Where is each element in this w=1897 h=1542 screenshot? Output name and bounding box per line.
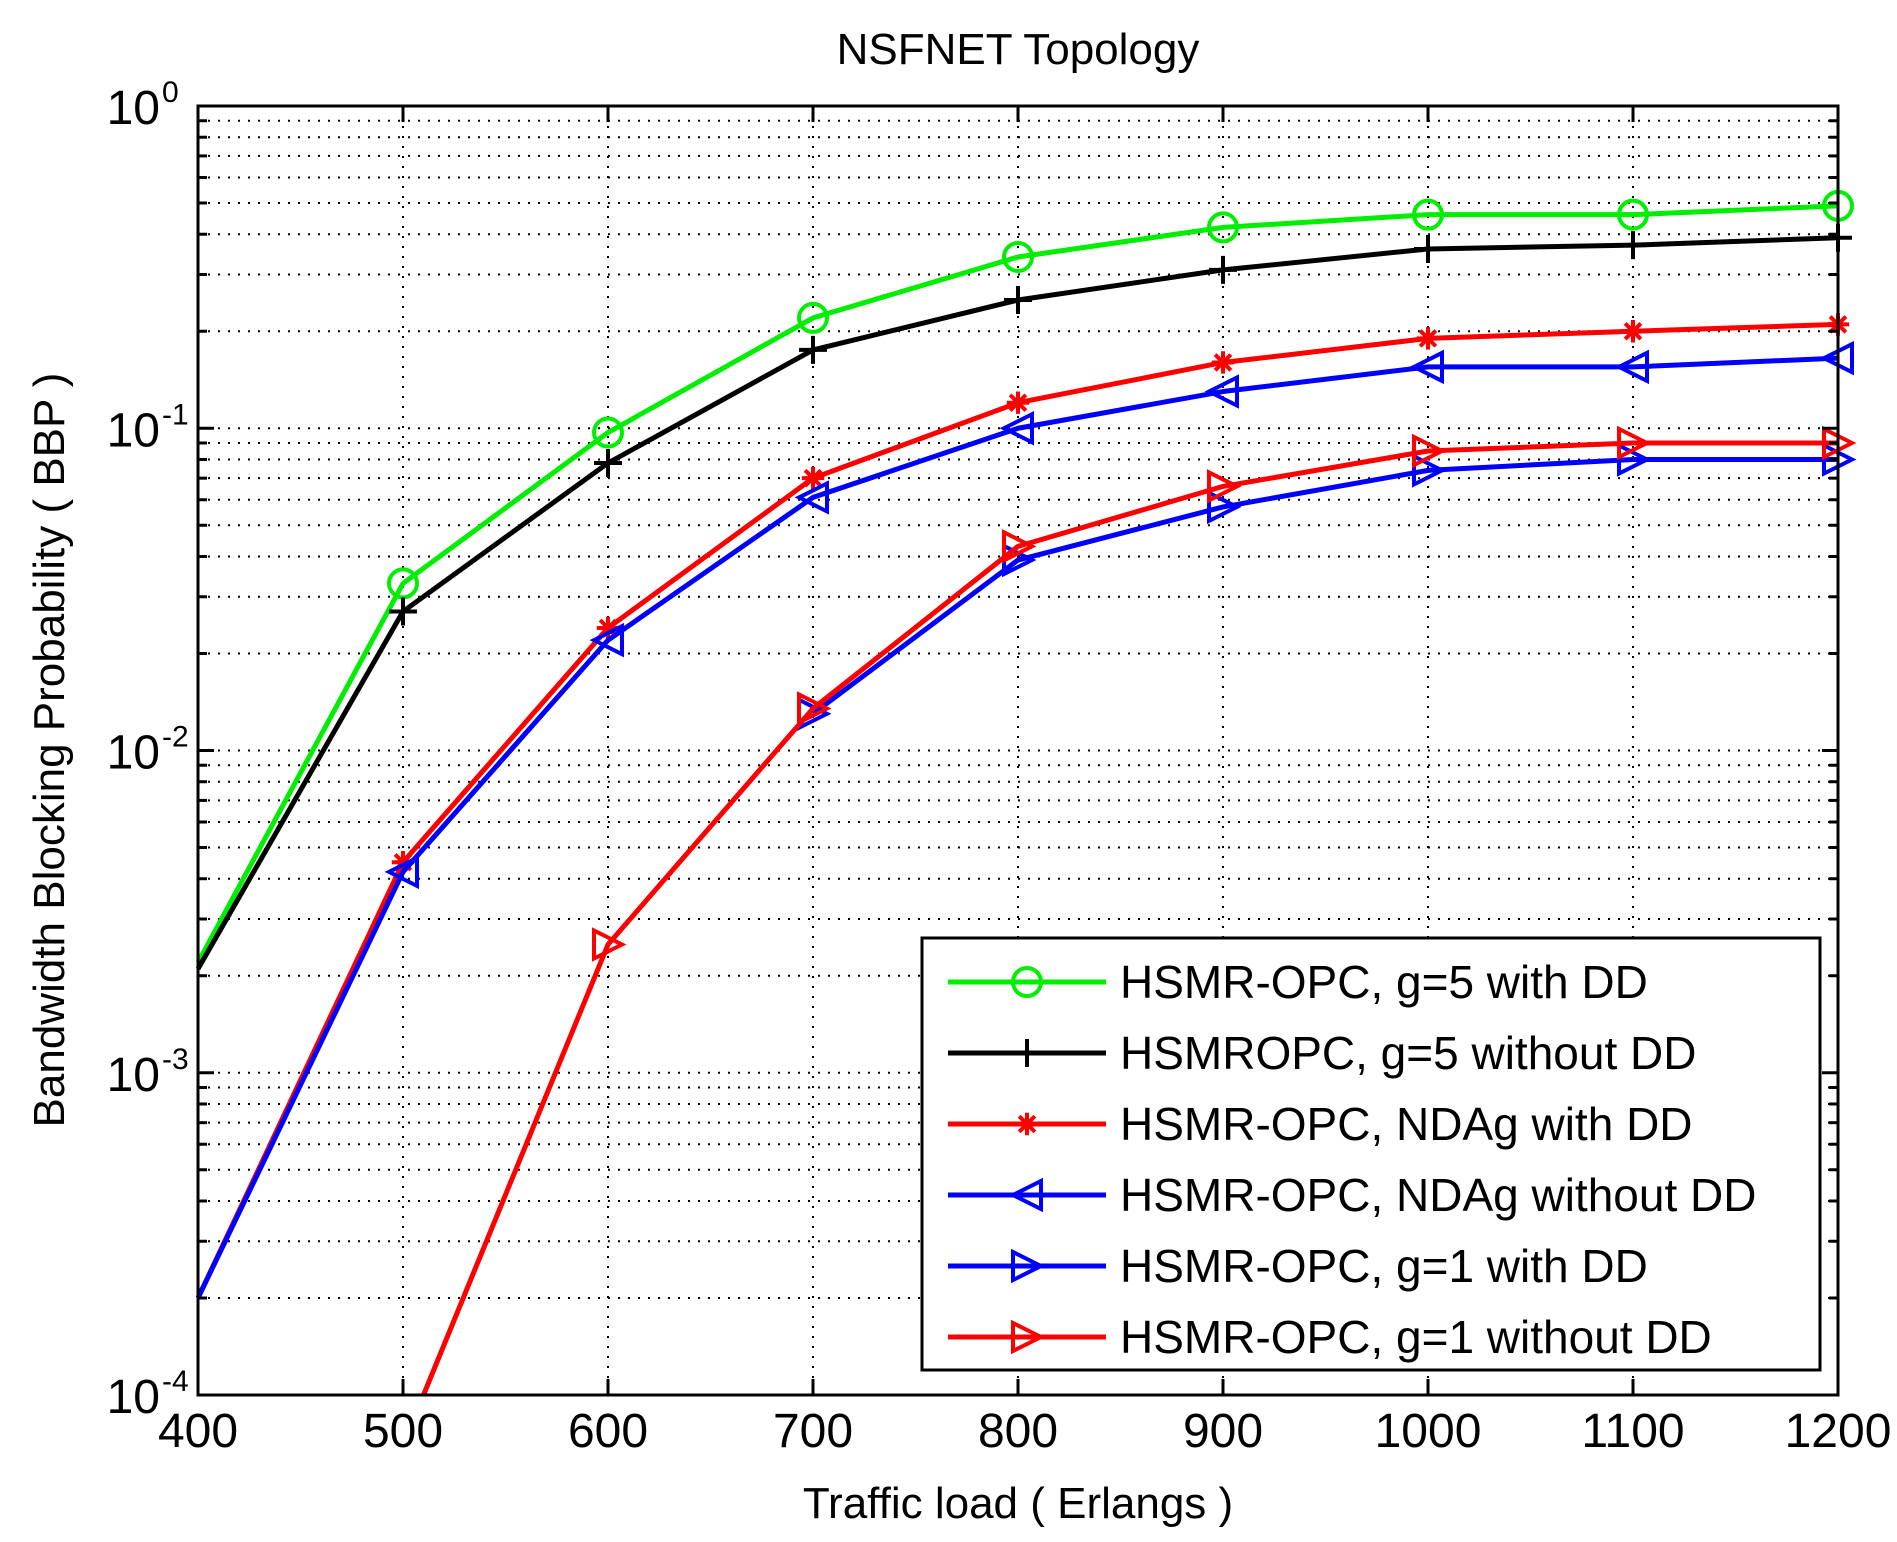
legend-label: HSMR-OPC, g=5 with DD <box>1120 956 1648 1008</box>
series-layer <box>195 189 1857 1396</box>
x-tick-label: 500 <box>363 1405 443 1458</box>
star-marker <box>391 851 415 874</box>
star-marker <box>1621 320 1645 343</box>
legend-box <box>920 936 1822 1372</box>
series-line <box>195 355 1839 1300</box>
x-tick-label: 1200 <box>1785 1405 1892 1458</box>
star-marker <box>1211 351 1235 374</box>
circle-marker <box>1617 198 1649 231</box>
triangle-right-marker <box>1011 1248 1046 1284</box>
triangle-left-marker <box>999 411 1034 446</box>
triangle-right-marker <box>1207 469 1242 504</box>
triangle-right-marker <box>1002 529 1037 564</box>
x-tick-label: 1100 <box>1581 1405 1684 1458</box>
x-tick-label: 1000 <box>1375 1405 1482 1458</box>
legend: HSMR-OPC, g=5 with DD HSMROPC, g=5 withou… <box>920 936 1822 1372</box>
circle-marker <box>1207 211 1239 244</box>
triangle-right-marker <box>1412 453 1447 488</box>
x-tick-label: 800 <box>978 1405 1058 1458</box>
star-marker <box>801 466 825 490</box>
y-tick-exponent: -3 <box>162 1043 189 1076</box>
y-tick-exponent: -1 <box>162 398 189 431</box>
triangle-right-marker <box>1617 442 1652 477</box>
star-marker <box>1006 391 1030 414</box>
y-tick-label: 10 <box>107 727 160 780</box>
plus-marker <box>389 597 417 626</box>
legend-label: HSMR-OPC, g=1 without DD <box>1120 1311 1712 1363</box>
triangle-right-marker <box>1617 425 1652 461</box>
x-axis-label: Traffic load ( Erlangs ) <box>803 1479 1233 1528</box>
circle-marker <box>1011 966 1043 998</box>
star-marker <box>596 616 620 640</box>
legend-label: HSMR-OPC, g=1 with DD <box>1120 1240 1648 1292</box>
series-line <box>195 203 1839 964</box>
legend-item: HSMR-OPC, NDAg without DD <box>948 1169 1756 1221</box>
circle-marker <box>797 301 829 334</box>
plus-marker <box>1013 1039 1041 1067</box>
circle-marker <box>592 416 624 449</box>
legend-label: HSMR-OPC, NDAg without DD <box>1120 1169 1756 1221</box>
x-tick-label: 400 <box>158 1405 238 1458</box>
series-line <box>811 456 1838 716</box>
legend-item: HSMR-OPC, g=5 with DD <box>948 956 1648 1008</box>
legend-item: HSMR-OPC, g=1 with DD <box>948 1240 1648 1292</box>
plus-marker <box>1004 286 1032 315</box>
plus-marker <box>1414 234 1442 263</box>
y-tick-exponent: -2 <box>162 721 189 754</box>
triangle-left-marker <box>1204 374 1239 409</box>
series-4 <box>195 340 1854 1300</box>
y-tick-label: 10 <box>107 1371 160 1424</box>
series-line <box>421 440 1838 1396</box>
y-tick-exponent: -4 <box>162 1365 189 1398</box>
y-axis-label: Bandwidth Blocking Probability ( BBP ) <box>25 373 74 1128</box>
circle-marker <box>1412 198 1444 231</box>
triangle-right-marker <box>592 927 627 962</box>
y-tick-exponent: 0 <box>162 76 179 109</box>
legend-label: HSMR-OPC, NDAg with DD <box>1120 1098 1693 1150</box>
triangle-right-marker <box>1011 1319 1046 1355</box>
series-3 <box>195 313 1850 1300</box>
chart-title: NSFNET Topology <box>837 25 1200 74</box>
triangle-left-marker <box>1614 349 1649 385</box>
star-marker <box>1015 1112 1039 1136</box>
y-tick-label: 10 <box>107 1049 160 1102</box>
triangle-left-marker <box>1409 349 1444 385</box>
x-tick-label: 700 <box>773 1405 853 1458</box>
series-6 <box>421 425 1857 1396</box>
circle-marker <box>387 567 419 600</box>
y-tick-label: 10 <box>107 404 160 457</box>
y-tick-label: 10 <box>107 82 160 135</box>
series-2 <box>195 223 1852 971</box>
star-marker <box>1416 327 1440 350</box>
legend-item: HSMR-OPC, g=1 without DD <box>948 1311 1712 1363</box>
x-tick-label: 900 <box>1183 1405 1263 1458</box>
plus-marker <box>1619 231 1647 260</box>
triangle-left-marker <box>794 480 829 515</box>
legend-item: HSMROPC, g=5 without DD <box>948 1027 1696 1079</box>
triangle-left-marker <box>384 854 419 890</box>
triangle-left-marker <box>589 622 624 658</box>
triangle-right-marker <box>797 691 832 726</box>
legend-item: HSMR-OPC, NDAg with DD <box>948 1098 1693 1150</box>
triangle-right-marker <box>1412 433 1447 469</box>
triangle-right-marker <box>1207 489 1242 525</box>
plus-marker <box>799 335 827 364</box>
legend-label: HSMROPC, g=5 without DD <box>1120 1027 1696 1079</box>
circle-marker <box>1002 240 1034 273</box>
x-tick-label: 600 <box>568 1405 648 1458</box>
plus-marker <box>1209 255 1237 284</box>
axis-ticks: 400 500 600 700 800 900 1000 1100 120010-410-310… <box>107 76 1892 1458</box>
triangle-left-marker <box>1008 1177 1043 1213</box>
plus-marker <box>594 449 622 478</box>
